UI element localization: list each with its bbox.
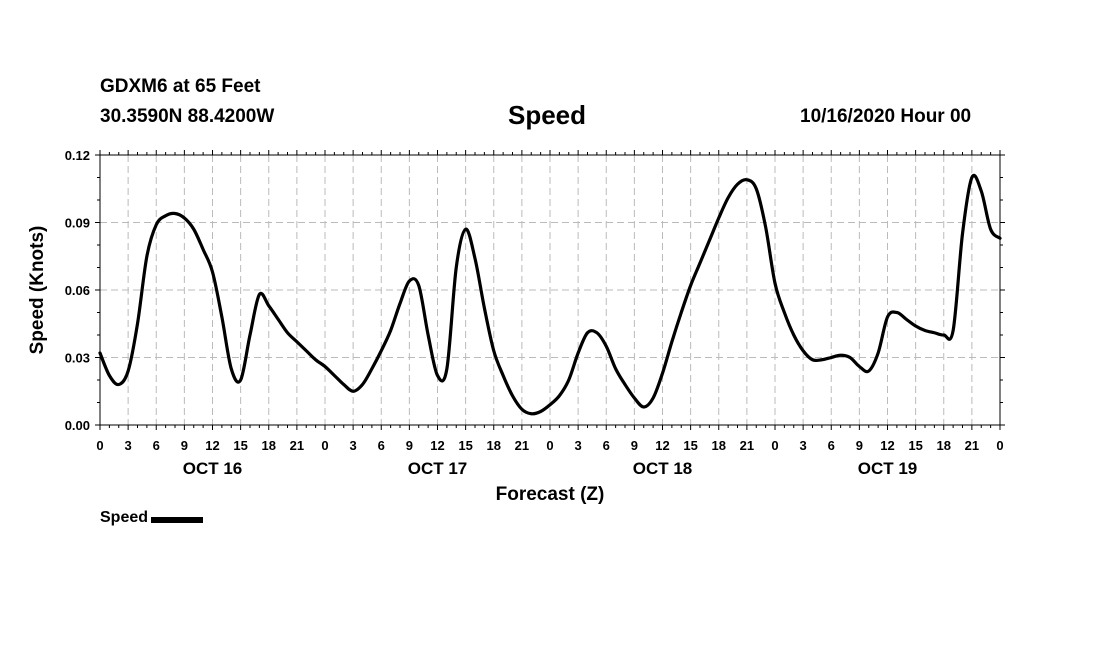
x-tick-label: 0 — [546, 438, 553, 453]
x-tick-label: 15 — [908, 438, 922, 453]
x-axis-title: Forecast (Z) — [496, 484, 605, 505]
x-tick-label: 18 — [487, 438, 501, 453]
x-tick-label: 21 — [740, 438, 754, 453]
x-tick-label: 18 — [937, 438, 951, 453]
x-tick-label: 3 — [800, 438, 807, 453]
y-tick-label: 0.00 — [65, 418, 90, 433]
day-label: OCT 17 — [408, 459, 468, 478]
x-tick-label: 12 — [205, 438, 219, 453]
x-tick-label: 18 — [712, 438, 726, 453]
x-tick-label: 6 — [153, 438, 160, 453]
y-tick-label: 0.09 — [65, 216, 90, 231]
coordinates-label: 30.3590N 88.4200W — [100, 106, 275, 127]
y-tick-labels: 0.00 0.03 0.06 0.09 0.12 — [65, 148, 90, 433]
axis-ticks — [95, 150, 1005, 430]
y-tick-label: 0.12 — [65, 148, 90, 163]
x-tick-label: 6 — [603, 438, 610, 453]
x-tick-label: 12 — [655, 438, 669, 453]
x-tick-label: 12 — [880, 438, 894, 453]
y-tick-label: 0.03 — [65, 351, 90, 366]
legend-label: Speed — [100, 509, 149, 526]
y-tick-label: 0.06 — [65, 283, 90, 298]
day-label: OCT 16 — [183, 459, 243, 478]
x-tick-label: 0 — [996, 438, 1003, 453]
x-tick-label: 15 — [233, 438, 247, 453]
x-tick-label: 21 — [290, 438, 304, 453]
x-tick-label: 12 — [430, 438, 444, 453]
x-tick-label: 0 — [96, 438, 103, 453]
x-tick-label: 15 — [458, 438, 472, 453]
speed-series-line — [98, 173, 1002, 416]
day-labels: OCT 16 OCT 17 OCT 18 OCT 19 — [183, 459, 918, 478]
x-tick-label: 9 — [181, 438, 188, 453]
x-tick-label: 18 — [262, 438, 276, 453]
x-tick-label: 9 — [631, 438, 638, 453]
day-label: OCT 18 — [633, 459, 693, 478]
station-label: GDXM6 at 65 Feet — [100, 76, 261, 97]
legend-swatch — [151, 517, 204, 523]
day-label: OCT 19 — [858, 459, 918, 478]
forecast-timestamp: 10/16/2020 Hour 00 — [800, 106, 972, 127]
x-tick-label: 0 — [771, 438, 778, 453]
legend: Speed — [100, 509, 204, 527]
x-tick-label: 3 — [350, 438, 357, 453]
x-tick-label: 6 — [378, 438, 385, 453]
x-tick-label: 9 — [406, 438, 413, 453]
x-tick-label: 9 — [856, 438, 863, 453]
x-tick-label: 15 — [683, 438, 697, 453]
chart-title: Speed — [508, 100, 587, 130]
grid-lines — [100, 155, 1000, 425]
x-tick-label: 0 — [321, 438, 328, 453]
y-axis-title: Speed (Knots) — [27, 226, 48, 355]
x-tick-label: 3 — [575, 438, 582, 453]
x-tick-label: 21 — [515, 438, 529, 453]
x-tick-label: 3 — [125, 438, 132, 453]
x-tick-label: 21 — [965, 438, 979, 453]
x-tick-label: 6 — [828, 438, 835, 453]
x-tick-labels: 0 3 6 9 12 15 18 21 0 3 6 9 12 15 18 21 0 3 6 9 12 15 18 21 0 3 6 9… — [96, 438, 1003, 453]
